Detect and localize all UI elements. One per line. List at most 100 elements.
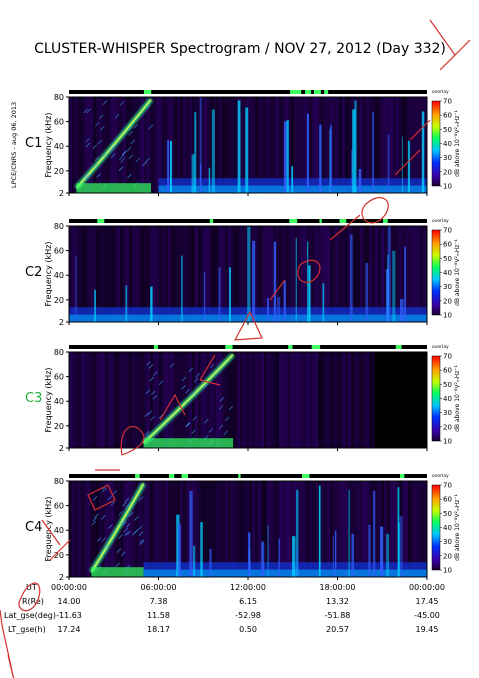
colorbar-label: dB above 10⁻⁸V²ₘHz⁻¹ [454, 493, 461, 560]
orbit-cell: 11.58 [147, 611, 170, 620]
burst [150, 286, 153, 322]
burst [245, 107, 249, 193]
colorbar-tick-label: 30 [443, 154, 452, 162]
y-tick-label: 2 [59, 189, 64, 198]
status-mark [319, 219, 322, 223]
burst [199, 97, 202, 193]
watermark [0, 19, 471, 678]
y-axis-label: Frequency (kHz) [44, 368, 53, 433]
burst [349, 234, 353, 322]
status-mark [181, 474, 188, 478]
status-mark [290, 90, 299, 94]
burst [306, 241, 309, 322]
y-tick-label: 2 [59, 573, 64, 582]
burst [291, 166, 294, 193]
burst [286, 120, 289, 193]
y-tick-label: 20 [54, 296, 64, 305]
colorbar-tick-label: 40 [443, 140, 452, 148]
panel-label: C4 [25, 520, 42, 535]
burst [125, 285, 128, 322]
burst [407, 140, 411, 193]
burst [229, 267, 231, 322]
orbit-cell: 18:00:00 [320, 583, 356, 592]
low-band-bright [91, 567, 144, 577]
panel-c2: 80 60 40 20 2 Frequency (kHz)C2 overlay 70 60 50 4… [25, 218, 461, 327]
status-mark [153, 345, 158, 349]
orbit-row-label: UT [26, 583, 37, 592]
status-mark [324, 90, 329, 94]
y-tick-label: 60 [54, 502, 64, 511]
burst [372, 111, 374, 193]
colorbar-tag: overlay [432, 218, 449, 224]
status-mark [383, 219, 388, 223]
colorbar-tick-label: 10 [443, 438, 452, 446]
orbit-cell: 12:00:00 [230, 583, 266, 592]
panel-label: C3 [25, 391, 42, 406]
status-mark [305, 90, 312, 94]
y-tick-label: 2 [59, 444, 64, 453]
burst [351, 533, 355, 577]
burst [203, 271, 206, 322]
colorbar-tick-label: 10 [443, 312, 452, 320]
burst [252, 240, 256, 322]
burst [351, 149, 353, 193]
status-mark [313, 90, 321, 94]
orbit-cell: 06:00:00 [141, 583, 177, 592]
burst [94, 289, 96, 322]
burst [218, 267, 221, 322]
orbit-cell: -51.88 [325, 611, 351, 620]
burst [283, 121, 288, 193]
burst [191, 154, 195, 193]
orbit-cell: -52.98 [235, 611, 261, 620]
colorbar [431, 355, 441, 442]
burst [386, 533, 390, 577]
burst [247, 226, 251, 322]
orbit-cell: 19.45 [416, 625, 439, 634]
y-tick-label: 80 [54, 348, 64, 357]
colorbar-tick-label: 20 [443, 552, 452, 560]
burst [169, 141, 172, 193]
y-tick-label: 60 [54, 373, 64, 382]
status-mark [143, 90, 152, 94]
y-tick-label: 40 [54, 526, 64, 535]
orbit-cell: 0.50 [239, 625, 257, 634]
colorbar-tick-label: 70 [443, 227, 452, 235]
y-tick-label: 40 [54, 271, 64, 280]
y-tick-label: 60 [54, 118, 64, 127]
burst [322, 283, 325, 322]
burst [308, 265, 311, 322]
colorbar-tick-label: 50 [443, 255, 452, 263]
burst [189, 490, 193, 577]
colorbar-tick-label: 60 [443, 367, 452, 375]
burst [306, 113, 309, 193]
colorbar-tick-label: 60 [443, 496, 452, 504]
burst [335, 530, 337, 577]
burst [200, 522, 203, 577]
figure-title: CLUSTER-WHISPER Spectrogram / NOV 27, 20… [34, 41, 446, 57]
y-tick-label: 80 [54, 93, 64, 102]
burst [248, 532, 251, 577]
colorbar-tick-label: 40 [443, 395, 452, 403]
burst [296, 548, 298, 577]
burst [404, 246, 407, 322]
burst [208, 167, 211, 193]
orbit-cell: 7.38 [150, 597, 168, 606]
y-tick-label: 40 [54, 142, 64, 151]
burst [387, 226, 391, 322]
y-tick-label: 2 [59, 318, 64, 327]
burst [365, 262, 369, 322]
burst [276, 296, 281, 322]
burst [209, 548, 212, 577]
burst [75, 255, 77, 322]
colorbar [431, 484, 441, 571]
burst [380, 526, 384, 577]
status-mark [339, 219, 347, 223]
colorbar-tick-label: 70 [443, 353, 452, 361]
colorbar-tick-label: 60 [443, 241, 452, 249]
orbit-row-label: Lat_gse(deg) [4, 611, 56, 620]
colorbar-tick-label: 20 [443, 423, 452, 431]
colorbar-tick-label: 30 [443, 283, 452, 291]
colorbar-tick-label: 30 [443, 538, 452, 546]
burst [193, 545, 196, 577]
